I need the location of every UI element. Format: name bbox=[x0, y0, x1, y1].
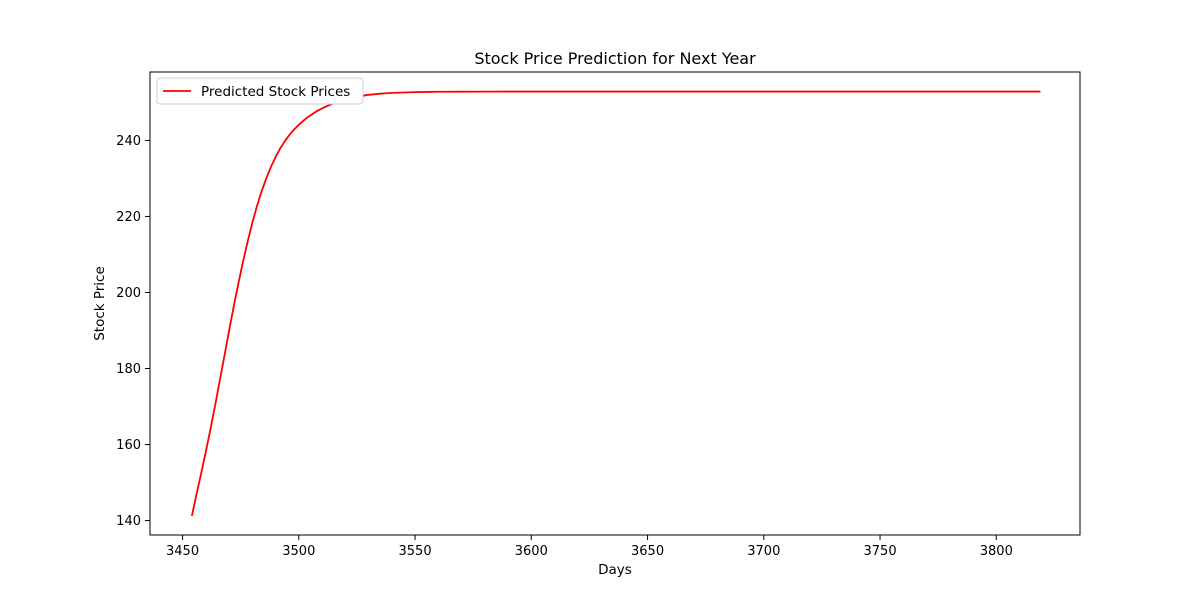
legend: Predicted Stock Prices bbox=[156, 77, 364, 105]
y-axis-label: Stock Price bbox=[92, 266, 108, 341]
y-tick-label: 160 bbox=[116, 438, 141, 453]
x-tick-label: 3500 bbox=[282, 544, 315, 559]
x-axis: 3450 3500 3550 3600 3650 3700 3750 3800 bbox=[166, 535, 1013, 559]
series-layer bbox=[190, 90, 1041, 517]
x-tick-label: 3700 bbox=[747, 544, 780, 559]
x-tick-label: 3750 bbox=[864, 544, 897, 559]
y-tick-label: 220 bbox=[116, 210, 141, 225]
series-line bbox=[190, 90, 1041, 517]
x-tick-label: 3450 bbox=[166, 544, 199, 559]
y-tick-label: 200 bbox=[116, 286, 141, 301]
legend-label: Predicted Stock Prices bbox=[201, 84, 350, 100]
x-tick-label: 3600 bbox=[515, 544, 548, 559]
x-tick-label: 3650 bbox=[631, 544, 664, 559]
y-axis: 140 160 180 200 220 240 bbox=[116, 134, 150, 529]
x-axis-label: Days bbox=[598, 562, 632, 578]
y-tick-label: 180 bbox=[116, 362, 141, 377]
chart-title: Stock Price Prediction for Next Year bbox=[474, 49, 756, 68]
y-tick-label: 240 bbox=[116, 134, 141, 149]
x-tick-label: 3800 bbox=[980, 544, 1013, 559]
legend-box bbox=[156, 77, 364, 105]
y-tick-label: 140 bbox=[116, 514, 141, 529]
plot-frame bbox=[149, 71, 1081, 536]
x-tick-label: 3550 bbox=[399, 544, 432, 559]
